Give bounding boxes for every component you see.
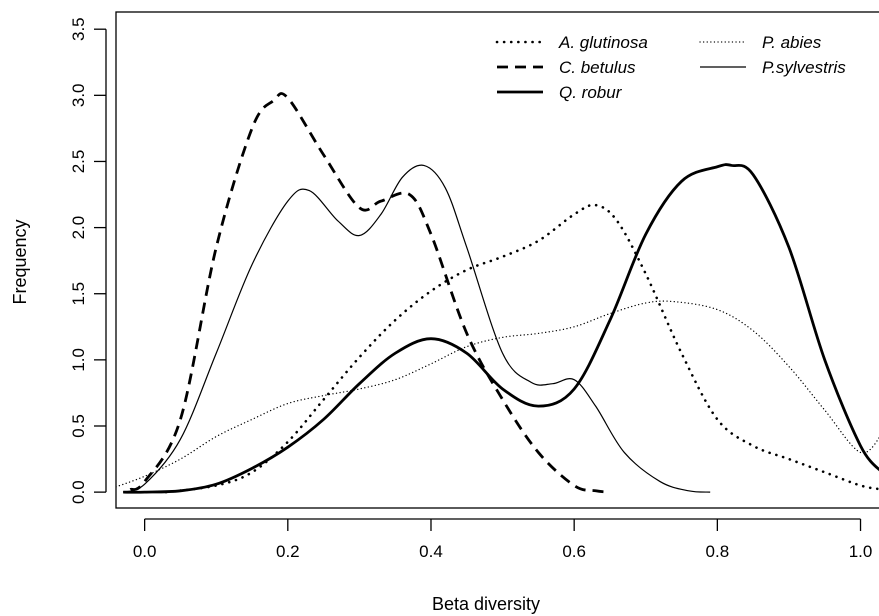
y-tick-label: 2.5 bbox=[69, 150, 88, 174]
x-tick-label: 0.6 bbox=[562, 542, 586, 561]
x-tick-label: 0.0 bbox=[133, 542, 157, 561]
x-tick-label: 0.2 bbox=[276, 542, 300, 561]
y-axis: 0.0 0.5 1.0 1.5 2.0 2.5 3.0 3.5 bbox=[69, 17, 107, 504]
y-tick-label: 1.0 bbox=[69, 348, 88, 372]
y-tick-label: 1.5 bbox=[69, 282, 88, 306]
series-layer bbox=[116, 92, 879, 494]
x-tick-label: 0.4 bbox=[419, 542, 443, 561]
y-axis-title: Frequency bbox=[10, 219, 30, 304]
x-axis: 0.0 0.2 0.4 0.6 0.8 1.0 bbox=[133, 518, 873, 561]
y-tick-label: 0.5 bbox=[69, 414, 88, 438]
legend-label-p-abies: P. abies bbox=[762, 33, 822, 52]
series-line-p-sylvestris bbox=[122, 164, 711, 493]
legend-label-c-betulus: C. betulus bbox=[559, 58, 636, 77]
series-line-c-betulus bbox=[129, 92, 611, 494]
legend-label-q-robur: Q. robur bbox=[559, 83, 623, 102]
y-tick-label: 2.0 bbox=[69, 216, 88, 240]
legend-label-a-glutinosa: A. glutinosa bbox=[558, 33, 648, 52]
x-axis-title: Beta diversity bbox=[432, 594, 540, 614]
legend-label-p-sylvestris: P.sylvestris bbox=[762, 58, 846, 77]
x-tick-label: 0.8 bbox=[706, 542, 730, 561]
y-tick-label: 3.0 bbox=[69, 84, 88, 108]
y-tick-label: 3.5 bbox=[69, 17, 88, 41]
x-tick-label: 1.0 bbox=[849, 542, 873, 561]
series-line-q-robur bbox=[123, 163, 879, 494]
series-line-a-glutinosa bbox=[164, 203, 879, 494]
y-tick-label: 0.0 bbox=[69, 480, 88, 504]
legend: A. glutinosa C. betulus Q. robur P. abies P.… bbox=[495, 33, 846, 102]
plot-frame bbox=[115, 11, 879, 509]
series-line-p-abies bbox=[116, 300, 879, 488]
